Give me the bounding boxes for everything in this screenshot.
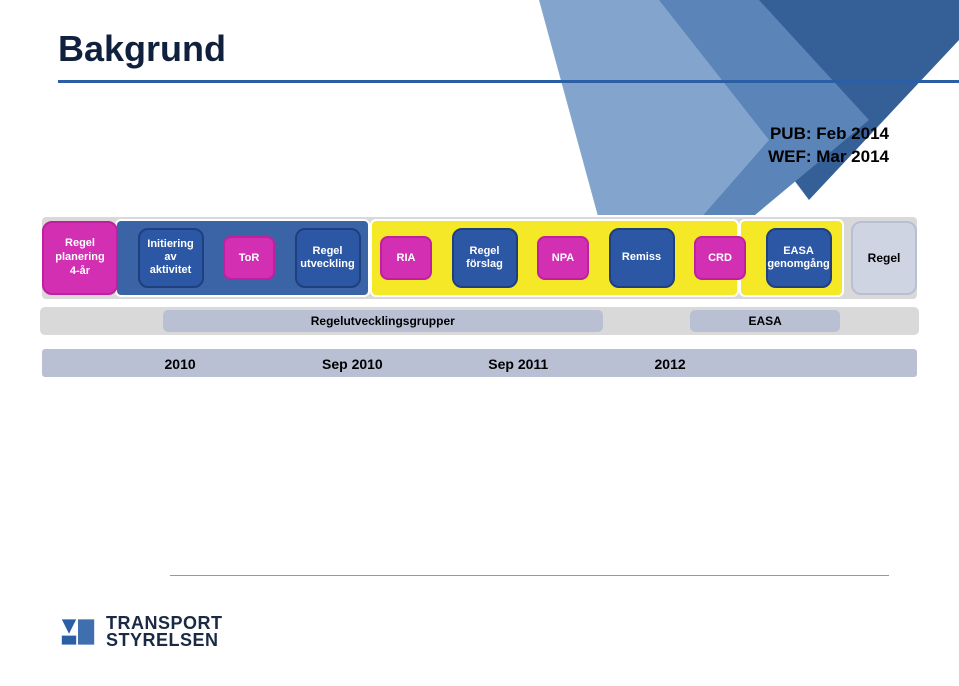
flow-node: NPA bbox=[537, 236, 589, 280]
flow-node: Remiss bbox=[609, 228, 675, 288]
flow-node: EASAgenomgång bbox=[766, 228, 832, 288]
pub-line: PUB: Feb 2014 bbox=[0, 123, 889, 146]
timeline-label: Sep 2011 bbox=[488, 356, 548, 372]
logo-mark-icon bbox=[60, 614, 96, 650]
logo-line2: STYRELSEN bbox=[106, 632, 223, 649]
flow-node: Regelutveckling bbox=[295, 228, 361, 288]
logo: TRANSPORT STYRELSEN bbox=[60, 614, 223, 650]
sub-box-groups: Regelutvecklingsgrupper bbox=[163, 310, 603, 332]
flow-node: ToR bbox=[223, 236, 275, 280]
timeline: 2010 Sep 2010 Sep 2011 2012 bbox=[40, 347, 919, 379]
flow-node: RIA bbox=[380, 236, 432, 280]
flow-node: CRD bbox=[694, 236, 746, 280]
publication-info: PUB: Feb 2014 WEF: Mar 2014 bbox=[0, 95, 959, 169]
logo-text: TRANSPORT STYRELSEN bbox=[106, 615, 223, 649]
flow-node: Regel bbox=[851, 221, 917, 295]
footer-divider bbox=[170, 575, 889, 576]
header-divider bbox=[58, 80, 959, 83]
process-flow: Regelplanering4-år Initieringavaktivitet T… bbox=[40, 215, 919, 379]
sub-track: Regelutvecklingsgrupper EASA bbox=[40, 307, 919, 335]
flow-track: Regelplanering4-år Initieringavaktivitet T… bbox=[40, 215, 919, 301]
flow-node: Regelplanering4-år bbox=[42, 221, 118, 295]
flow-nodes: Regelplanering4-år Initieringavaktivitet T… bbox=[40, 215, 919, 301]
wef-line: WEF: Mar 2014 bbox=[0, 146, 889, 169]
page-title: Bakgrund bbox=[58, 28, 959, 70]
header: Bakgrund bbox=[0, 0, 959, 95]
timeline-label: 2012 bbox=[655, 356, 686, 372]
timeline-label: 2010 bbox=[165, 356, 196, 372]
flow-node: Initieringavaktivitet bbox=[138, 228, 204, 288]
flow-node: Regelförslag bbox=[452, 228, 518, 288]
sub-box-easa: EASA bbox=[690, 310, 839, 332]
timeline-label: Sep 2010 bbox=[322, 356, 383, 372]
